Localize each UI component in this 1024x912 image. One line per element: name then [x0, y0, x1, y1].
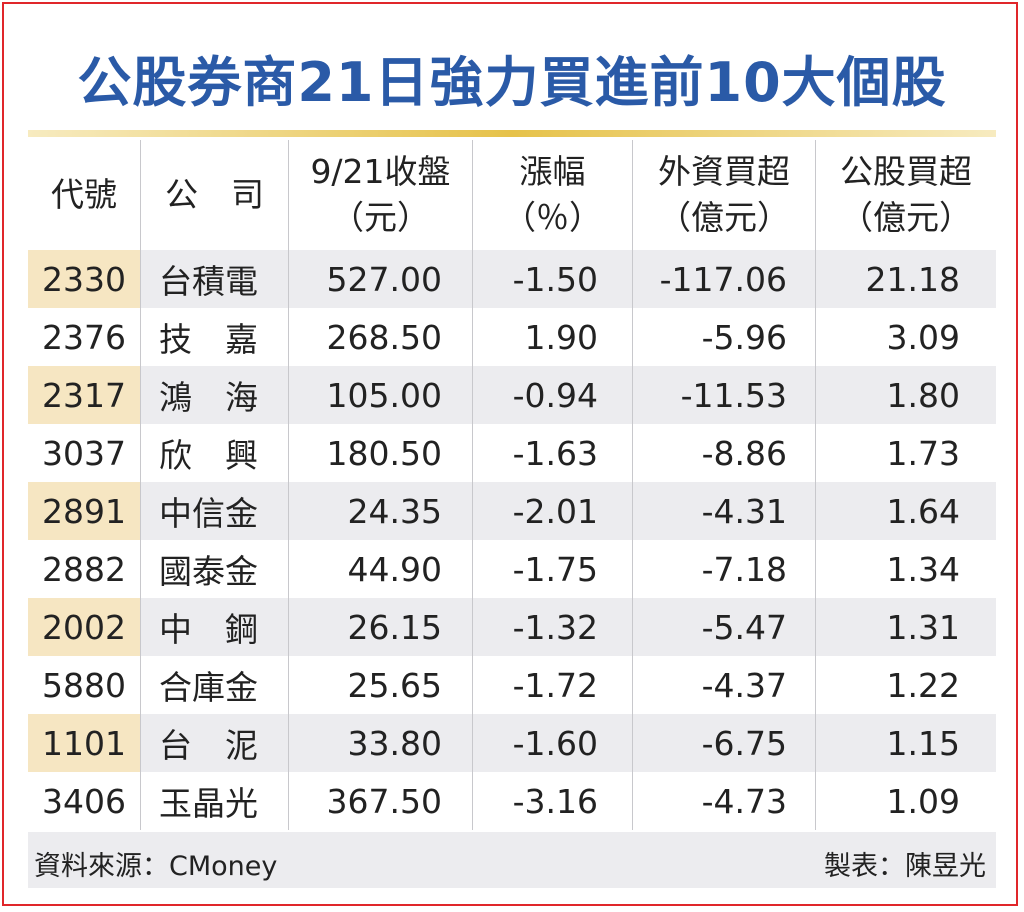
- table-cell: -1.50: [472, 250, 632, 308]
- table-cell: -1.32: [472, 598, 632, 656]
- table-row: 2330 台積電 527.00 -1.50 -117.06 21.18: [28, 250, 996, 308]
- table-cell: 1.22: [815, 656, 996, 714]
- header-cell: 代號: [28, 140, 140, 250]
- table-cell: 33.80: [288, 714, 472, 772]
- table-cell: 2002: [28, 598, 140, 656]
- header-cell: 9/21收盤 （元）: [288, 140, 472, 250]
- header-text: 外資買超: [658, 152, 790, 191]
- header-text: 9/21收盤: [310, 152, 451, 191]
- table-row: 3406 玉晶光 367.50 -3.16 -4.73 1.09: [28, 772, 996, 830]
- table-cell: 44.90: [288, 540, 472, 598]
- header-cell: 公 司: [140, 140, 288, 250]
- table-cell: -1.60: [472, 714, 632, 772]
- table-cell: 1.09: [815, 772, 996, 830]
- table: 代號公 司 9/21收盤 （元） 漲幅 （％） 外資買超 （億元） 公股買超 （億元） 2330 台…: [28, 140, 996, 830]
- table-cell: 3406: [42, 781, 126, 821]
- table-cell: 1.34: [815, 540, 996, 598]
- table-cell: -4.31: [632, 482, 815, 540]
- table-cell: -5.96: [632, 308, 815, 366]
- table-cell: 2317: [28, 366, 140, 424]
- table-row: 3037 欣 興 180.50 -1.63 -8.86 1.73: [28, 424, 996, 482]
- table-cell: 2330: [28, 250, 140, 308]
- table-cell: -4.73: [632, 772, 815, 830]
- table-cell: -11.53: [632, 366, 815, 424]
- header-row: 代號 公 司 9/21收盤 （元） 漲幅 （％） 外資買超 （億元） 公股買超 （億元）: [28, 140, 996, 250]
- table-cell: 2376: [42, 317, 126, 357]
- table-cell: 1.64: [815, 482, 996, 540]
- title: 公股券商21日強力買進前10大個股: [77, 51, 947, 114]
- credit: 製表：陳昱光: [824, 851, 986, 882]
- table-cell: 527.00: [288, 250, 472, 308]
- table-cell: 5880: [42, 665, 126, 705]
- table-cell: -1.75: [472, 540, 632, 598]
- table-cell: -0.94: [472, 366, 632, 424]
- header-cell: 漲幅 （％）: [472, 140, 632, 250]
- table-row: 2882 國泰金 44.90 -1.75 -7.18 1.34: [28, 540, 996, 598]
- header-text: （億元）: [840, 198, 972, 237]
- table-cell: 1.90: [472, 308, 632, 366]
- table-cell: 欣 興: [140, 424, 288, 482]
- table-cell: 1.80: [815, 366, 996, 424]
- header-text: 公 司: [165, 175, 264, 214]
- table-cell: 1101: [28, 714, 140, 772]
- header-cell: 外資買超 （億元）: [632, 140, 815, 250]
- header-text: 代號: [51, 175, 117, 214]
- table-row: 2317 鴻 海 105.00 -0.94 -11.53 1.80: [28, 366, 996, 424]
- table-cell: 1.15: [815, 714, 996, 772]
- header-cell: 公股買超 （億元）: [815, 140, 996, 250]
- table-cell: -1.63: [472, 424, 632, 482]
- table-cell: 180.50: [288, 424, 472, 482]
- table-cell: 2882: [42, 549, 126, 589]
- table-cell: 鴻 海: [140, 366, 288, 424]
- table-cell: -117.06: [632, 250, 815, 308]
- table-cell: -4.37: [632, 656, 815, 714]
- divider: [28, 130, 996, 137]
- header-text: （元）: [331, 198, 430, 237]
- table-cell: 中 鋼: [140, 598, 288, 656]
- table-cell: -5.47: [632, 598, 815, 656]
- header-text: 漲幅: [519, 152, 586, 191]
- table-cell: -1.72: [472, 656, 632, 714]
- table-cell: 1.31: [815, 598, 996, 656]
- source: 資料來源：CMoney: [34, 851, 278, 882]
- table-cell: 105.00: [288, 366, 472, 424]
- table-cell: 台積電: [140, 250, 288, 308]
- table-cell: 中信金: [140, 482, 288, 540]
- table-cell: 3.09: [815, 308, 996, 366]
- table-cell: 268.50: [288, 308, 472, 366]
- header-text: 公股買超: [840, 152, 972, 191]
- table-cell: 技 嘉: [140, 308, 288, 366]
- table-row: 1101 台 泥 33.80 -1.60 -6.75 1.15: [28, 714, 996, 772]
- table-cell: 3037: [42, 433, 126, 473]
- table-cell: 26.15: [288, 598, 472, 656]
- table-cell: -7.18: [632, 540, 815, 598]
- table-cell: -3.16: [472, 772, 632, 830]
- table-cell: -8.86: [632, 424, 815, 482]
- table-cell: 2891: [28, 482, 140, 540]
- table-cell: 玉晶光: [140, 772, 288, 830]
- table-cell: 台 泥: [140, 714, 288, 772]
- table-cell: 國泰金: [140, 540, 288, 598]
- table-cell: 合庫金: [140, 656, 288, 714]
- table-cell: 25.65: [288, 656, 472, 714]
- table-row: 2376 技 嘉 268.50 1.90 -5.96 3.09: [28, 308, 996, 366]
- header-text: （億元）: [658, 198, 790, 237]
- table-cell: -6.75: [632, 714, 815, 772]
- table-cell: -2.01: [472, 482, 632, 540]
- table-cell: 21.18: [815, 250, 996, 308]
- header-text: （％）: [503, 198, 602, 237]
- table-cell: 1.73: [815, 424, 996, 482]
- table-row: 5880 合庫金 25.65 -1.72 -4.37 1.22: [28, 656, 996, 714]
- table-row: 2002 中 鋼 26.15 -1.32 -5.47 1.31: [28, 598, 996, 656]
- table-row: 2891 中信金 24.35 -2.01 -4.31 1.64: [28, 482, 996, 540]
- table-cell: 24.35: [288, 482, 472, 540]
- table-cell: 367.50: [288, 772, 472, 830]
- footer: 資料來源：CMoney 製表：陳昱光: [28, 832, 996, 888]
